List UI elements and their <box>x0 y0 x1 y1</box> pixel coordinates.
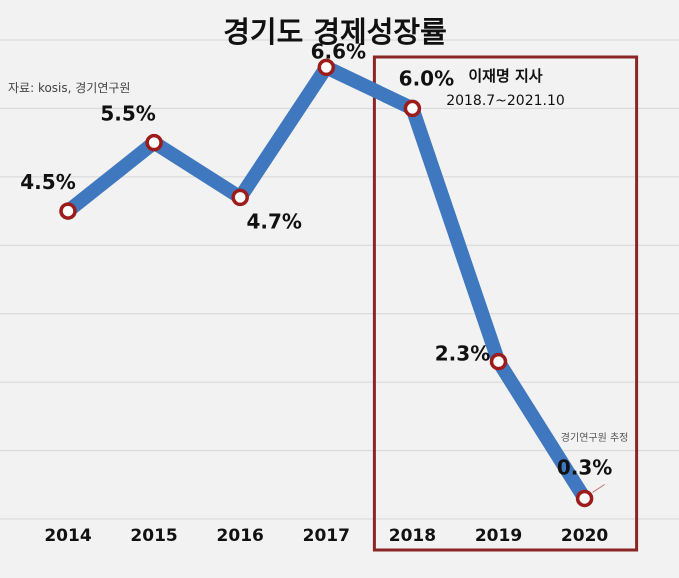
data-point-2015 <box>145 133 163 152</box>
x-tick-2019: 2019 <box>475 526 522 546</box>
x-tick-2015: 2015 <box>130 526 177 546</box>
x-tick-2020: 2020 <box>561 526 608 546</box>
data-point-2020 <box>575 489 594 508</box>
data-point-2016 <box>231 188 249 207</box>
data-label-2018: 6.0% <box>399 66 454 90</box>
data-point-2014 <box>59 202 77 220</box>
data-label-2014: 4.5% <box>20 170 75 194</box>
data-points <box>59 58 594 508</box>
highlight-period: 2018.7~2021.10 <box>446 93 565 109</box>
data-label-2015: 5.5% <box>100 102 155 126</box>
x-tick-2018: 2018 <box>389 526 436 546</box>
x-axis-ticks: 2014 2015 2016 2017 2018 2019 2020 <box>44 526 608 546</box>
highlight-title: 이재명 지사 <box>468 67 542 85</box>
data-label-2020: 0.3% <box>557 455 612 479</box>
chart-title: 경기도 경제성장률 <box>223 15 447 49</box>
highlight-box <box>372 55 639 552</box>
data-labels: 4.5% 5.5% 4.7% 6.6% 6.0% 2.3% 0.3% <box>20 39 612 479</box>
data-label-2019: 2.3% <box>435 342 490 366</box>
data-point-2019 <box>489 352 508 371</box>
data-label-2016: 4.7% <box>246 209 301 233</box>
x-tick-2014: 2014 <box>44 526 91 546</box>
data-label-2017: 6.6% <box>311 39 366 63</box>
data-point-2017 <box>317 58 336 77</box>
series-line <box>61 60 592 506</box>
source-note: 자료: kosis, 경기연구원 <box>8 81 130 95</box>
x-tick-2017: 2017 <box>303 526 350 546</box>
x-tick-2016: 2016 <box>217 526 264 546</box>
annotation-leader <box>592 484 605 493</box>
data-point-2018 <box>403 99 422 118</box>
annotation-text: 경기연구원 추정 <box>561 431 629 444</box>
